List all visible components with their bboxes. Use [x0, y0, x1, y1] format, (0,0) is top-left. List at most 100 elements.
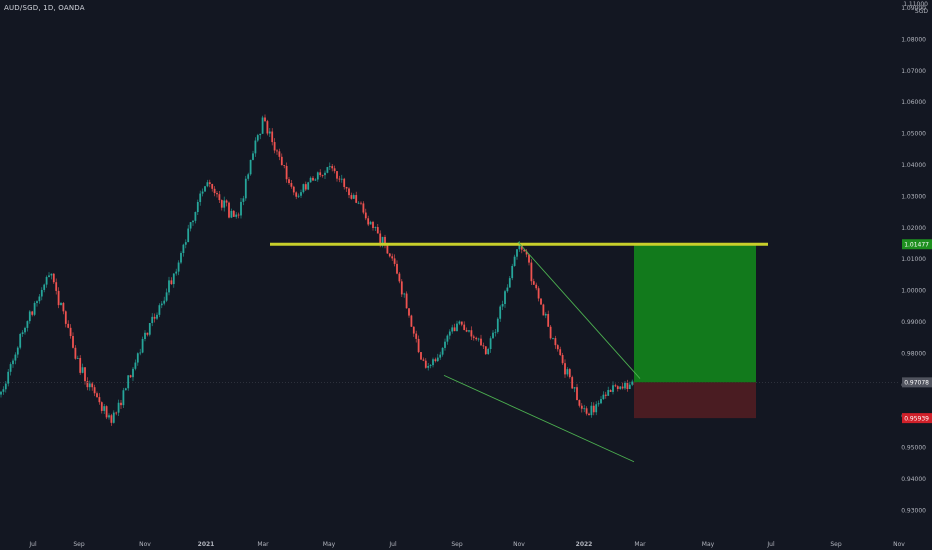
candle-body	[254, 140, 257, 154]
time-tick-label: Jul	[766, 541, 775, 548]
price-label-stop: 0.95939	[904, 415, 929, 422]
candle-body	[196, 201, 199, 213]
candle-body	[535, 284, 538, 289]
candle-body	[50, 273, 53, 276]
candle-body	[580, 405, 583, 409]
candle-body	[352, 195, 355, 199]
candle-body	[561, 354, 564, 364]
candle-body	[158, 305, 161, 315]
candle-body	[40, 289, 43, 297]
time-tick-label: Nov	[893, 541, 905, 548]
candle-body	[165, 292, 168, 301]
candle-body	[345, 186, 348, 189]
candle-body	[64, 311, 67, 324]
price-tick-label: 0.98000	[901, 350, 926, 357]
candle-body	[542, 304, 545, 316]
candle-body	[208, 182, 211, 184]
candle-body	[268, 131, 271, 134]
candle-body	[36, 301, 38, 303]
candle-body	[360, 202, 362, 204]
time-tick-label: Nov	[513, 541, 525, 548]
candle-body	[350, 195, 353, 199]
candle-body	[62, 302, 65, 312]
top-price-label: 1.11000	[903, 1, 928, 8]
candle-body	[300, 192, 302, 196]
candle-body	[434, 359, 437, 362]
candle-body	[487, 349, 490, 355]
candle-body	[432, 359, 434, 366]
candle-body	[256, 135, 259, 141]
candle-body	[470, 330, 473, 337]
time-tick-label: May	[702, 541, 715, 548]
candle-body	[477, 338, 480, 340]
candle-body	[506, 287, 509, 292]
candle-body	[331, 166, 334, 169]
candle-body	[571, 377, 574, 389]
candle-body	[247, 174, 250, 179]
candle-body	[585, 408, 588, 414]
candle-body	[57, 290, 60, 306]
price-tick-label: 0.99000	[901, 319, 926, 326]
candle-body	[31, 311, 34, 315]
candle-body	[369, 221, 372, 225]
candle-body	[475, 337, 478, 340]
price-tick-label: 1.04000	[901, 162, 926, 169]
candle-body	[508, 278, 511, 288]
candle-body	[240, 201, 242, 216]
candle-body	[273, 142, 276, 151]
candle-body	[516, 249, 518, 257]
candle-body	[439, 354, 442, 358]
price-axis: 1.100001.090001.080001.070001.060001.050…	[901, 5, 926, 514]
candle-body	[355, 195, 358, 203]
candle-body	[552, 338, 554, 339]
candle-body	[573, 387, 576, 389]
candle-body	[420, 352, 422, 360]
price-tick-label: 1.03000	[901, 193, 926, 200]
candle-body	[26, 321, 29, 328]
candle-body	[156, 314, 158, 319]
candle-body	[328, 166, 331, 168]
candle-body	[600, 399, 602, 404]
candle-body	[403, 293, 406, 295]
candle-body	[19, 334, 22, 348]
candle-body	[458, 321, 461, 324]
candle-body	[484, 346, 487, 355]
candle-body	[204, 186, 206, 192]
candle-body	[314, 179, 317, 181]
candle-body	[364, 212, 367, 219]
candle-body	[194, 212, 197, 221]
time-tick-label: Jul	[388, 541, 397, 548]
candle-body	[220, 200, 223, 208]
candle-body	[374, 227, 377, 228]
price-tick-label: 1.06000	[901, 99, 926, 106]
candle-body	[235, 214, 238, 217]
candle-body	[45, 277, 48, 285]
candle-body	[616, 386, 619, 389]
price-tick-label: 1.02000	[901, 225, 926, 232]
candle-body	[417, 338, 420, 353]
stop-zone	[634, 382, 756, 419]
candle-body	[72, 336, 74, 348]
candle-body	[172, 273, 175, 285]
candle-body	[518, 244, 521, 250]
candle-body	[376, 227, 379, 234]
candle-body	[549, 326, 552, 339]
candle-body	[86, 381, 89, 388]
candle-body	[93, 387, 96, 394]
candle-body	[501, 303, 504, 307]
candle-body	[362, 203, 365, 213]
candle-body	[547, 313, 550, 327]
candle-body	[84, 367, 86, 382]
candle-body	[252, 153, 254, 160]
candle-body	[14, 354, 17, 361]
candle-body	[319, 172, 322, 176]
candle-body	[103, 406, 106, 411]
candle-body	[429, 365, 432, 367]
candle-body	[120, 402, 122, 406]
candle-body	[566, 369, 569, 375]
candle-body	[588, 413, 590, 416]
candle-body	[357, 202, 360, 204]
candle-body	[4, 383, 7, 390]
wedge-lower-trendline	[443, 374, 635, 463]
